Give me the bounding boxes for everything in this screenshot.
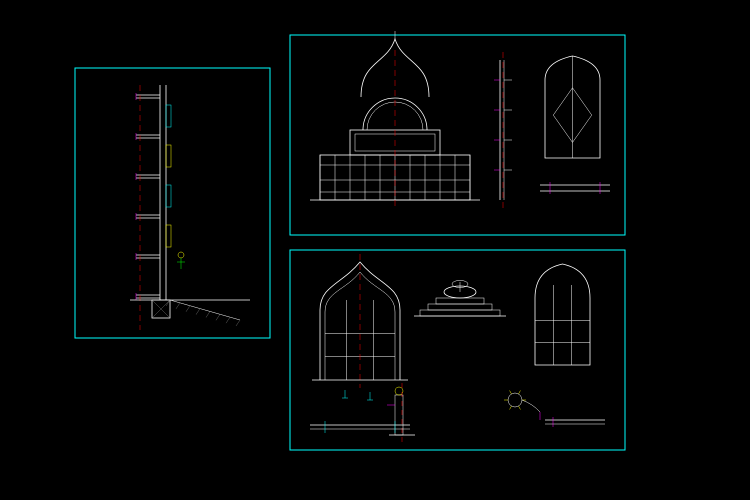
frame-left <box>75 68 270 338</box>
left-section <box>130 85 250 330</box>
frame-top-right <box>290 35 625 235</box>
bottom-right-details <box>310 254 605 445</box>
cad-sheet <box>0 0 750 500</box>
top-right-elevation <box>310 31 610 208</box>
